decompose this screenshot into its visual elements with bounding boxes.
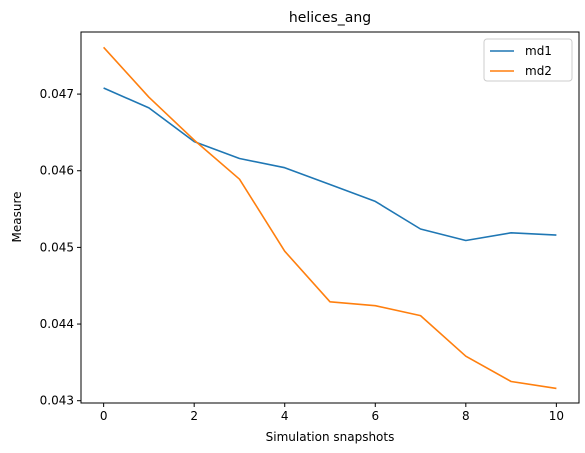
x-tick-label: 8: [462, 409, 470, 423]
series-line-md1: [103, 87, 557, 242]
chart-title: helices_ang: [289, 10, 371, 26]
x-tick-label: 6: [371, 409, 379, 423]
y-tick-label: 0.045: [40, 240, 74, 254]
x-tick-label: 0: [100, 409, 108, 423]
legend-label-md2: md2: [525, 64, 552, 78]
legend-label-md1: md1: [525, 44, 552, 58]
x-axis-label: Simulation snapshots: [266, 430, 395, 444]
y-tick-label: 0.043: [40, 394, 74, 408]
x-tick-label: 4: [281, 409, 289, 423]
x-tick-label: 2: [190, 409, 198, 423]
y-axis-label: Measure: [10, 192, 24, 243]
x-tick-label: 10: [549, 409, 564, 423]
y-tick-label: 0.044: [40, 317, 74, 331]
y-tick-label: 0.047: [40, 87, 74, 101]
y-tick-label: 0.046: [40, 164, 74, 178]
series-line-md2: [103, 46, 557, 390]
plot-frame: [80, 31, 580, 404]
